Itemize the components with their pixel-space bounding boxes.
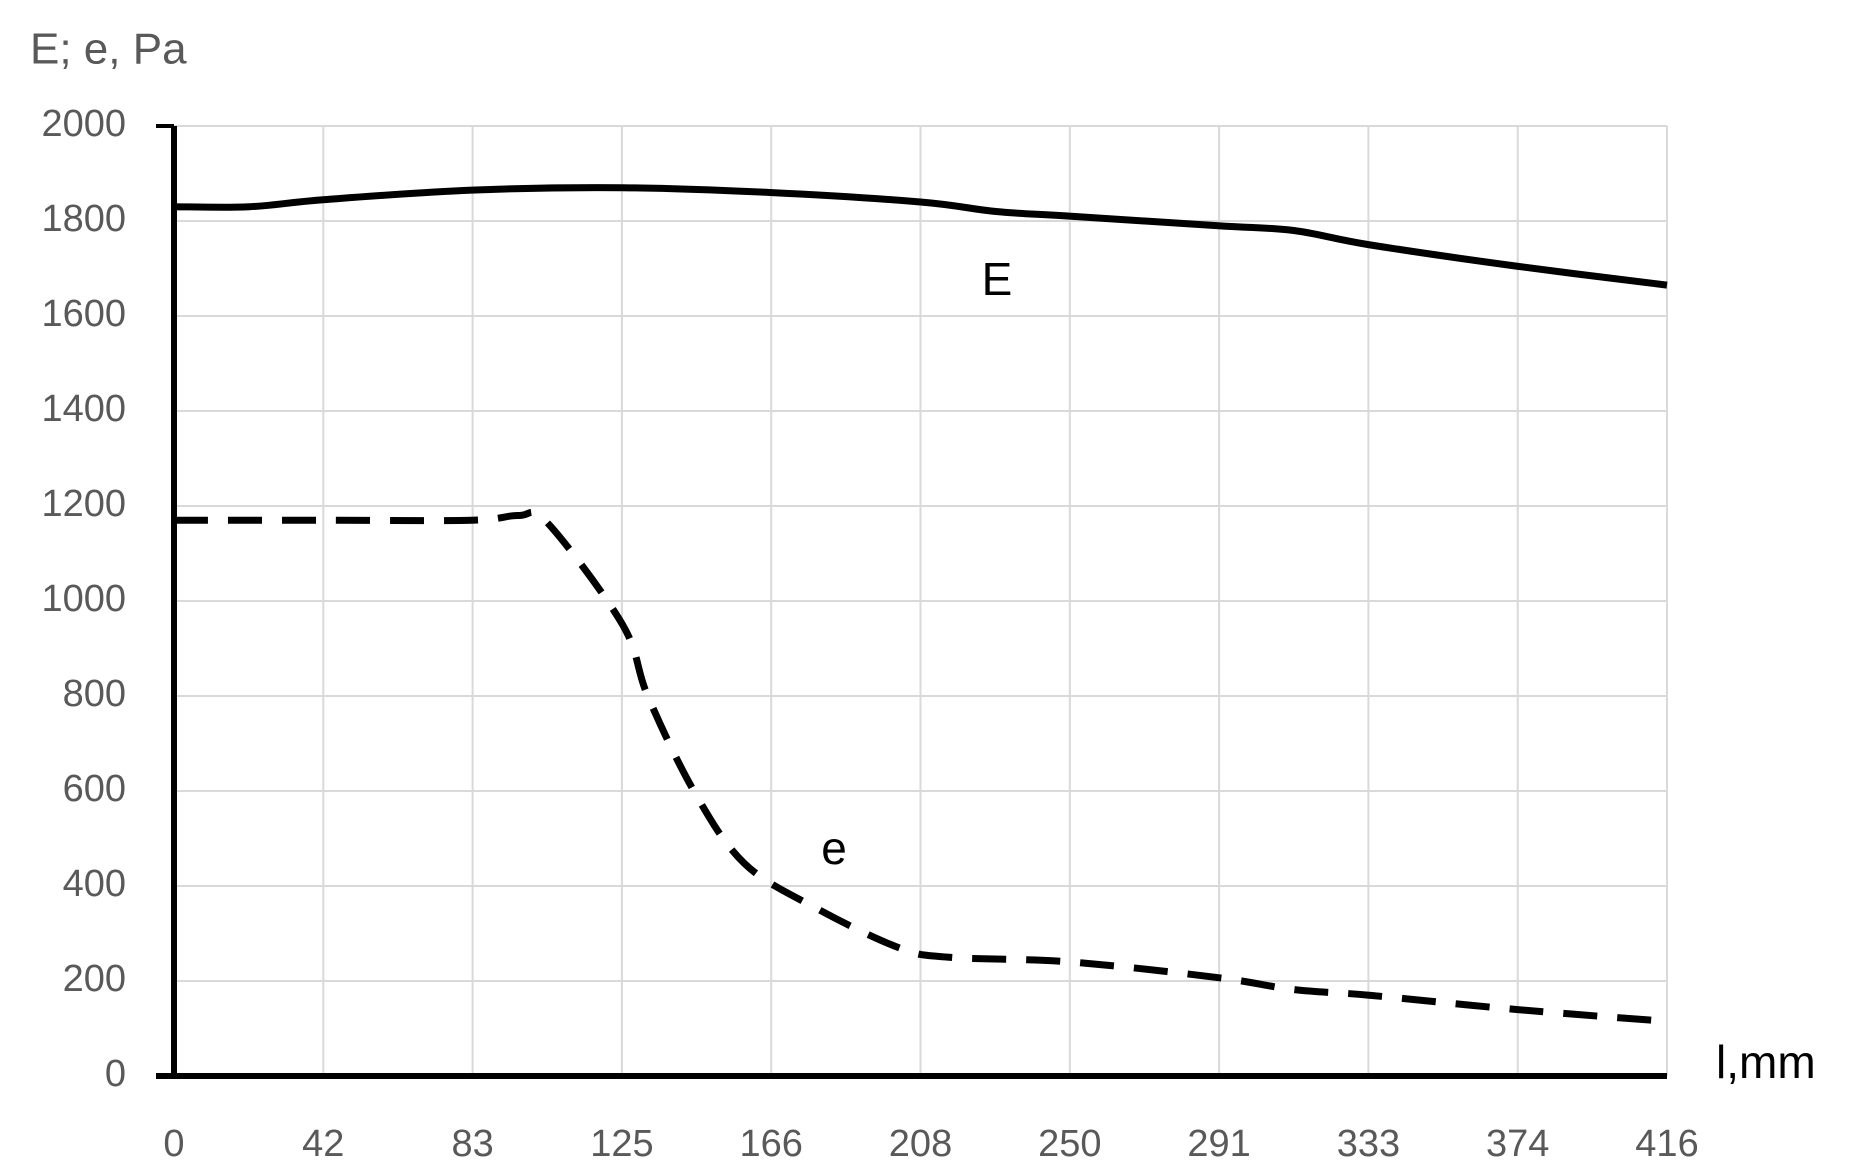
x-tick-label: 0: [163, 1123, 184, 1165]
y-tick-label: 0: [105, 1053, 126, 1095]
x-tick-label: 291: [1187, 1123, 1250, 1165]
x-tick-label: 125: [590, 1123, 653, 1165]
y-tick-label: 1600: [41, 293, 126, 335]
x-tick-label: 374: [1486, 1123, 1549, 1165]
y-tick-label: 1000: [41, 578, 126, 620]
x-tick-label: 250: [1038, 1123, 1101, 1165]
x-tick-label: 416: [1635, 1123, 1698, 1165]
x-axis-title: l,mm: [1716, 1036, 1816, 1088]
y-tick-label: 1400: [41, 388, 126, 430]
series-label: e: [821, 822, 847, 874]
x-tick-label: 83: [451, 1123, 493, 1165]
y-tick-label: 400: [63, 863, 126, 905]
x-tick-label: 208: [889, 1123, 952, 1165]
y-tick-label: 1200: [41, 483, 126, 525]
y-tick-label: 600: [63, 768, 126, 810]
y-tick-label: 200: [63, 958, 126, 1000]
series-line: [173, 508, 1668, 1025]
x-tick-label: 166: [739, 1123, 802, 1165]
y-tick-label: 2000: [41, 103, 126, 145]
y-axis-title: E; e, Pa: [30, 25, 187, 74]
series-label: E: [982, 253, 1013, 305]
y-tick-label: 800: [63, 673, 126, 715]
y-tick-label: 1800: [41, 198, 126, 240]
series-line: [173, 184, 1668, 289]
x-tick-label: 42: [302, 1123, 344, 1165]
x-tick-label: 333: [1337, 1123, 1400, 1165]
